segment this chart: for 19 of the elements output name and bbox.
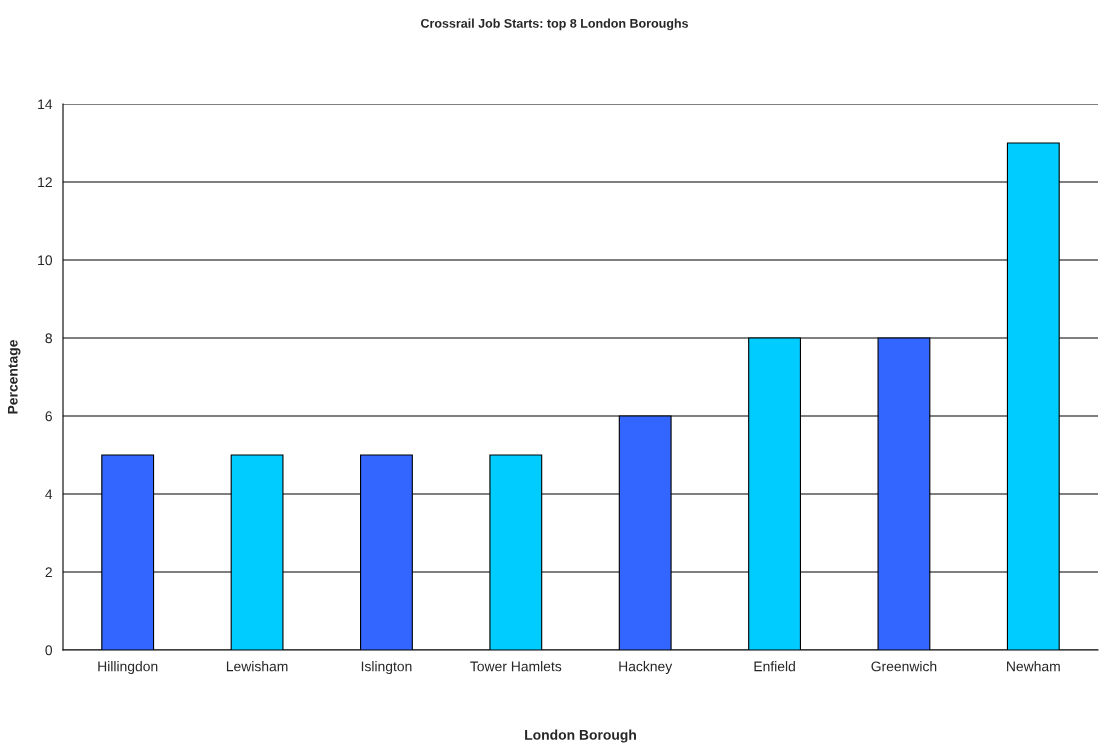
y-tick-label: 6 xyxy=(45,411,52,422)
x-tick-label: Enfield xyxy=(754,661,795,672)
y-tick-label: 4 xyxy=(45,489,53,500)
y-tick-label: 12 xyxy=(38,177,52,188)
x-tick-label: Tower Hamlets xyxy=(470,661,562,672)
chart-title: Crossrail Job Starts: top 8 London Boroughs xyxy=(420,18,689,31)
x-tick-label: Hackney xyxy=(619,661,673,675)
y-axis-title: Percentage xyxy=(7,340,21,414)
x-tick-label: Hillingdon xyxy=(98,661,158,675)
x-tick-label: Islington xyxy=(361,661,412,675)
x-axis-title: London Borough xyxy=(525,729,636,743)
y-tick-label: 10 xyxy=(38,255,53,266)
y-tick-label: 14 xyxy=(38,99,53,110)
y-tick-label: 0 xyxy=(45,645,53,656)
y-tick-label: 8 xyxy=(45,333,52,344)
x-tick-label: Lewisham xyxy=(226,661,288,672)
x-tick-label: Greenwich xyxy=(871,661,937,672)
x-tick-label: Newham xyxy=(1007,661,1060,672)
y-tick-label: 2 xyxy=(45,567,52,578)
